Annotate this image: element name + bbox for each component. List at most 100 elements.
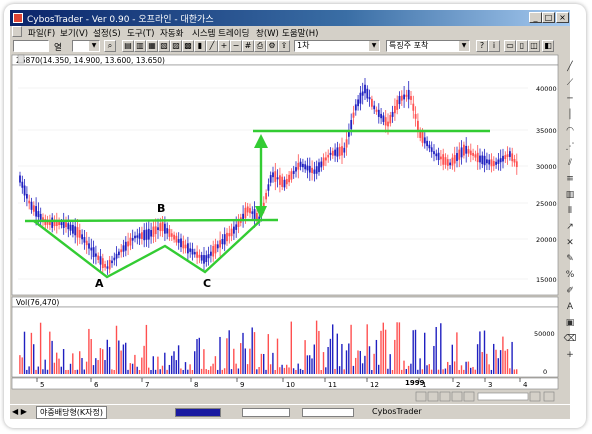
menu-system-trading[interactable]: 시스템 트레이딩	[192, 29, 250, 39]
line-tool-icon[interactable]: ╱	[567, 62, 573, 72]
brush-tool-icon[interactable]: ✐	[566, 286, 574, 296]
scroll-right-button[interactable]	[529, 391, 541, 402]
fibonacci-tool-icon[interactable]: ≡	[566, 174, 574, 184]
percent-tool-icon[interactable]: %	[565, 270, 575, 280]
candle-body	[81, 234, 83, 240]
stock-code-input[interactable]	[13, 40, 49, 52]
delete-tool-icon[interactable]: ⌫	[563, 334, 577, 344]
candle-body	[343, 147, 346, 153]
volume-bar	[23, 331, 26, 374]
volume-bar	[203, 349, 205, 374]
fan-tool-icon[interactable]: ⋰	[565, 142, 575, 152]
volume-bar	[380, 330, 382, 374]
chart-type-2-icon[interactable]: ▥	[134, 40, 146, 52]
trend-tool-icon[interactable]: ⟋	[566, 78, 574, 88]
volume-bar	[506, 349, 509, 374]
channel-tool-icon[interactable]: ⫽	[567, 158, 572, 168]
menu-tools[interactable]: 도구(T)	[127, 29, 155, 39]
gann-tool-icon[interactable]: ▥	[565, 190, 575, 200]
print-icon[interactable]: ⎙	[254, 40, 266, 52]
find-icon[interactable]: ⌕	[104, 40, 116, 52]
tab-nav-arrows[interactable]: ◀ ▶	[12, 407, 27, 416]
grid-icon[interactable]: #	[242, 40, 254, 52]
bar-chart-icon[interactable]: ▮	[194, 40, 206, 52]
candle-body	[403, 94, 405, 100]
volume-bar	[168, 364, 171, 374]
candle-body	[359, 92, 362, 104]
candle-body	[308, 165, 311, 173]
volume-bar	[228, 330, 230, 374]
horizontal-line-icon[interactable]: ─	[567, 94, 573, 104]
volume-bar	[272, 352, 274, 374]
candle-body	[410, 96, 412, 100]
zoom-button-3[interactable]	[451, 391, 463, 402]
close-button[interactable]: ×	[556, 12, 569, 23]
candle-body	[423, 137, 426, 144]
chart-type-3-icon[interactable]: ▦	[146, 40, 158, 52]
candle-body	[315, 166, 318, 174]
volume-bar	[237, 368, 240, 374]
layout-3-icon[interactable]: ◫	[528, 40, 540, 52]
volume-bar	[120, 350, 122, 374]
zoom-in-icon[interactable]: +	[218, 40, 230, 52]
text-tool-icon[interactable]: A	[566, 302, 574, 312]
minimize-button[interactable]: _	[529, 12, 542, 23]
layout-2-icon[interactable]: ▯	[516, 40, 528, 52]
crosshair-tool-icon[interactable]: +	[566, 350, 574, 360]
zoom-button-2[interactable]	[439, 391, 451, 402]
tab-dividend[interactable]: 야중배당형(K자정)	[36, 406, 108, 419]
menu-file[interactable]: 파일(F)	[28, 29, 56, 39]
candle-body	[488, 159, 491, 165]
period-select[interactable]: 1차 ▼	[294, 40, 380, 52]
zoom-out-icon[interactable]: −	[230, 40, 242, 52]
info-icon[interactable]: i	[488, 40, 500, 52]
volume-bar	[37, 366, 39, 374]
volume-bar	[113, 369, 115, 374]
maximize-button[interactable]: □	[542, 12, 555, 23]
image-tool-icon[interactable]: ▣	[565, 318, 575, 328]
candle-body	[193, 252, 196, 255]
candle-body	[111, 260, 113, 264]
volume-bar	[95, 358, 97, 374]
code-select[interactable]: ▼	[72, 40, 100, 52]
menu-settings[interactable]: 설정(S)	[93, 29, 121, 39]
volume-bar	[143, 345, 145, 374]
cross-tool-icon[interactable]: ✕	[566, 238, 574, 248]
settings-icon[interactable]: ⚙	[266, 40, 278, 52]
window-title: CybosTrader - Ver 0.90 - 오프라인 - 대한가스	[27, 15, 214, 25]
cycle-tool-icon[interactable]: ⦀	[568, 206, 572, 216]
year-label: 1999	[405, 379, 425, 387]
line-chart-icon[interactable]: ╱	[206, 40, 218, 52]
menu-help[interactable]: 도움말(H)	[282, 29, 319, 39]
doc-menu-icon[interactable]	[12, 26, 22, 37]
chart-type-1-icon[interactable]: ▤	[122, 40, 134, 52]
horizontal-scrollbar[interactable]	[477, 392, 529, 401]
zoom-button-4[interactable]	[463, 391, 475, 402]
volume-bar	[131, 363, 134, 374]
layout-1-icon[interactable]: ▭	[504, 40, 516, 52]
zoom-button-1[interactable]	[427, 391, 439, 402]
arc-tool-icon[interactable]: ◠	[566, 126, 574, 136]
volume-bar	[384, 329, 387, 374]
candle-body	[281, 176, 284, 187]
chart-type-4-icon[interactable]: ▧	[158, 40, 170, 52]
volume-bar	[486, 353, 488, 374]
candle-body	[226, 232, 228, 242]
chart-type-6-icon[interactable]: ▩	[182, 40, 194, 52]
layout-4-icon[interactable]: ◧	[542, 40, 554, 52]
export-icon[interactable]: ⇪	[278, 40, 290, 52]
menu-view[interactable]: 보기(V)	[60, 29, 89, 39]
chart-type-5-icon[interactable]: ▨	[170, 40, 182, 52]
ray-tool-icon[interactable]: ↗	[566, 222, 574, 232]
price-tick-25000: 25000	[536, 200, 557, 208]
pencil-tool-icon[interactable]: ✎	[566, 254, 574, 264]
scroll-left-button[interactable]	[415, 391, 427, 402]
menu-automation[interactable]: 자동화	[160, 29, 184, 39]
help-icon[interactable]: ?	[476, 40, 488, 52]
vertical-line-icon[interactable]: │	[567, 110, 573, 120]
candle-body	[451, 157, 454, 166]
chart-canvas: 26870(14.350, 14.900, 13.600, 13.650) 40…	[10, 54, 562, 404]
scroll-end-button[interactable]	[543, 391, 555, 402]
menu-window[interactable]: 창(W)	[256, 29, 279, 39]
indicator-select[interactable]: 특징주 포착 ▼	[386, 40, 470, 52]
